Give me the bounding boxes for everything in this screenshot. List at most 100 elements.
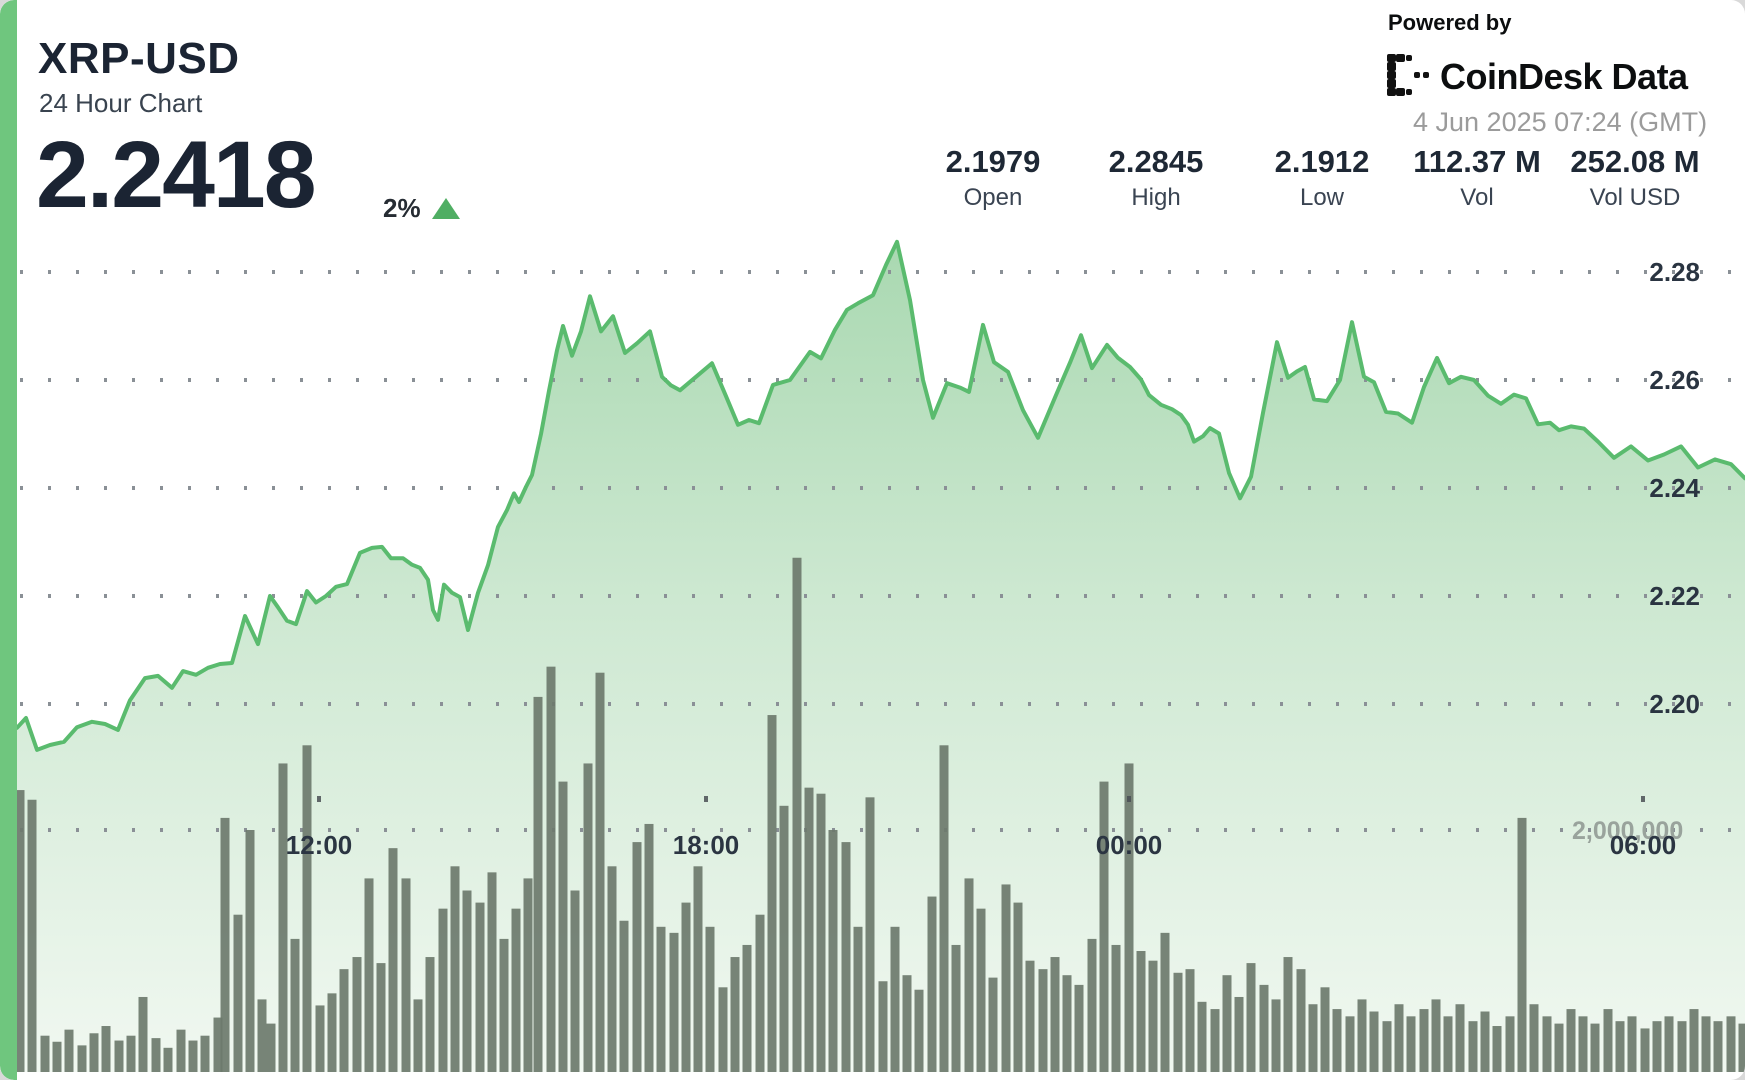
- volume-bar: [914, 989, 924, 1072]
- volume-bar: [126, 1035, 136, 1072]
- price-tick-label: 2.28: [1649, 257, 1700, 287]
- volume-bar: [939, 745, 949, 1072]
- volume-bar: [1664, 1016, 1674, 1072]
- volume-bar: [138, 996, 148, 1072]
- volume-bar: [816, 793, 826, 1072]
- logo-pixel: [1395, 54, 1405, 63]
- volume-bar: [278, 763, 288, 1072]
- volume-bar: [1136, 951, 1146, 1072]
- volume-bar: [1111, 944, 1121, 1072]
- volume-bar: [1713, 1021, 1723, 1072]
- stat-open-value: 2.1979: [945, 144, 1041, 179]
- volume-bar: [730, 957, 740, 1072]
- volume-bar: [1332, 1009, 1342, 1072]
- stat-vol: 112.37 M Vol: [1413, 146, 1541, 210]
- volume-bar: [1050, 957, 1060, 1072]
- timestamp: 4 Jun 2025 07:24 (GMT): [1413, 107, 1708, 137]
- logo-pixel: [1413, 88, 1422, 96]
- volume-bar: [644, 823, 654, 1072]
- volume-bar: [1542, 1016, 1552, 1072]
- volume-bar: [779, 805, 789, 1072]
- volume-bar: [792, 557, 802, 1072]
- volume-bar: [632, 842, 642, 1072]
- volume-bar: [1590, 1023, 1600, 1072]
- volume-bar: [1480, 1011, 1490, 1072]
- stat-open-label: Open: [963, 184, 1023, 211]
- volume-bar: [475, 902, 485, 1072]
- volume-bar: [1320, 987, 1330, 1072]
- volume-bar: [1627, 1016, 1637, 1072]
- logo-pixel: [1387, 62, 1396, 72]
- volume-bar: [1431, 999, 1441, 1072]
- stat-vol-usd: 252.08 M Vol USD: [1570, 146, 1699, 210]
- volume-bar: [1517, 817, 1527, 1072]
- volume-bar: [213, 1017, 223, 1072]
- volume-bar: [927, 896, 937, 1072]
- volume-bar: [1283, 957, 1293, 1072]
- volume-bar: [767, 715, 777, 1072]
- stat-vol-value: 112.37 M: [1413, 144, 1541, 179]
- logo-pixel: [1405, 54, 1414, 62]
- volume-bar: [1394, 1004, 1404, 1072]
- volume-bar: [523, 878, 533, 1072]
- volume-bar: [878, 981, 888, 1072]
- volume-bar: [1246, 963, 1256, 1072]
- price-area-fill: [17, 241, 1745, 1073]
- volume-bar: [583, 763, 593, 1072]
- volume-bar: [595, 672, 605, 1072]
- volume-bar: [52, 1041, 62, 1072]
- volume-bar: [841, 842, 851, 1072]
- volume-bar: [693, 866, 703, 1072]
- logo-pixel: [1395, 87, 1405, 97]
- volume-bar: [40, 1035, 50, 1072]
- volume-bar: [499, 938, 509, 1072]
- volume-bar: [413, 999, 423, 1072]
- volume-bar: [1173, 972, 1183, 1072]
- up-arrow-icon: [432, 198, 460, 219]
- volume-bar: [546, 666, 556, 1072]
- volume-bar: [902, 975, 912, 1072]
- volume-bar: [1640, 1028, 1650, 1072]
- logo-pixel: [1413, 71, 1422, 79]
- volume-bar: [450, 866, 460, 1072]
- volume-bar: [890, 926, 900, 1072]
- volume-bar: [705, 926, 715, 1072]
- logo-pixel: [1422, 71, 1431, 79]
- volume-bar: [865, 797, 875, 1072]
- logo-pixel: [1405, 62, 1414, 70]
- volume-bar: [1087, 938, 1097, 1072]
- coindesk-logo-icon[interactable]: [1387, 54, 1431, 97]
- volume-bar: [101, 1026, 111, 1072]
- volume-bar: [1689, 1009, 1699, 1072]
- price-line: [15, 239, 1745, 752]
- volume-bar: [1492, 1026, 1502, 1072]
- volume-bar: [570, 890, 580, 1072]
- time-tick-mark: [317, 796, 321, 802]
- time-tick-label: 12:00: [286, 830, 353, 860]
- logo-pixel: [1413, 62, 1422, 70]
- logo-pixel: [1396, 79, 1405, 87]
- volume-bar: [1455, 1004, 1465, 1072]
- logo-pixel: [1422, 79, 1431, 87]
- volume-bar: [1038, 969, 1048, 1072]
- stat-open: 2.1979 Open: [946, 146, 1041, 210]
- volume-bar: [1259, 984, 1269, 1072]
- volume-bar: [487, 872, 497, 1072]
- volume-bar: [533, 696, 543, 1072]
- volume-bar: [1468, 1021, 1478, 1072]
- volume-bar: [1529, 1004, 1539, 1072]
- stat-vol-usd-label: Vol USD: [1589, 184, 1681, 211]
- logo-pixel: [1422, 54, 1431, 62]
- volume-bar: [364, 878, 374, 1072]
- logo-pixel: [1387, 87, 1396, 97]
- logo-pixel: [1405, 79, 1414, 87]
- stat-vol-label: Vol: [1460, 184, 1494, 211]
- volume-bar: [1001, 884, 1011, 1072]
- volume-bar: [220, 817, 230, 1072]
- volume-bar: [619, 920, 629, 1072]
- volume-bar: [1406, 1016, 1416, 1072]
- provider-name[interactable]: CoinDesk Data: [1440, 56, 1688, 97]
- volume-bar: [1160, 932, 1170, 1072]
